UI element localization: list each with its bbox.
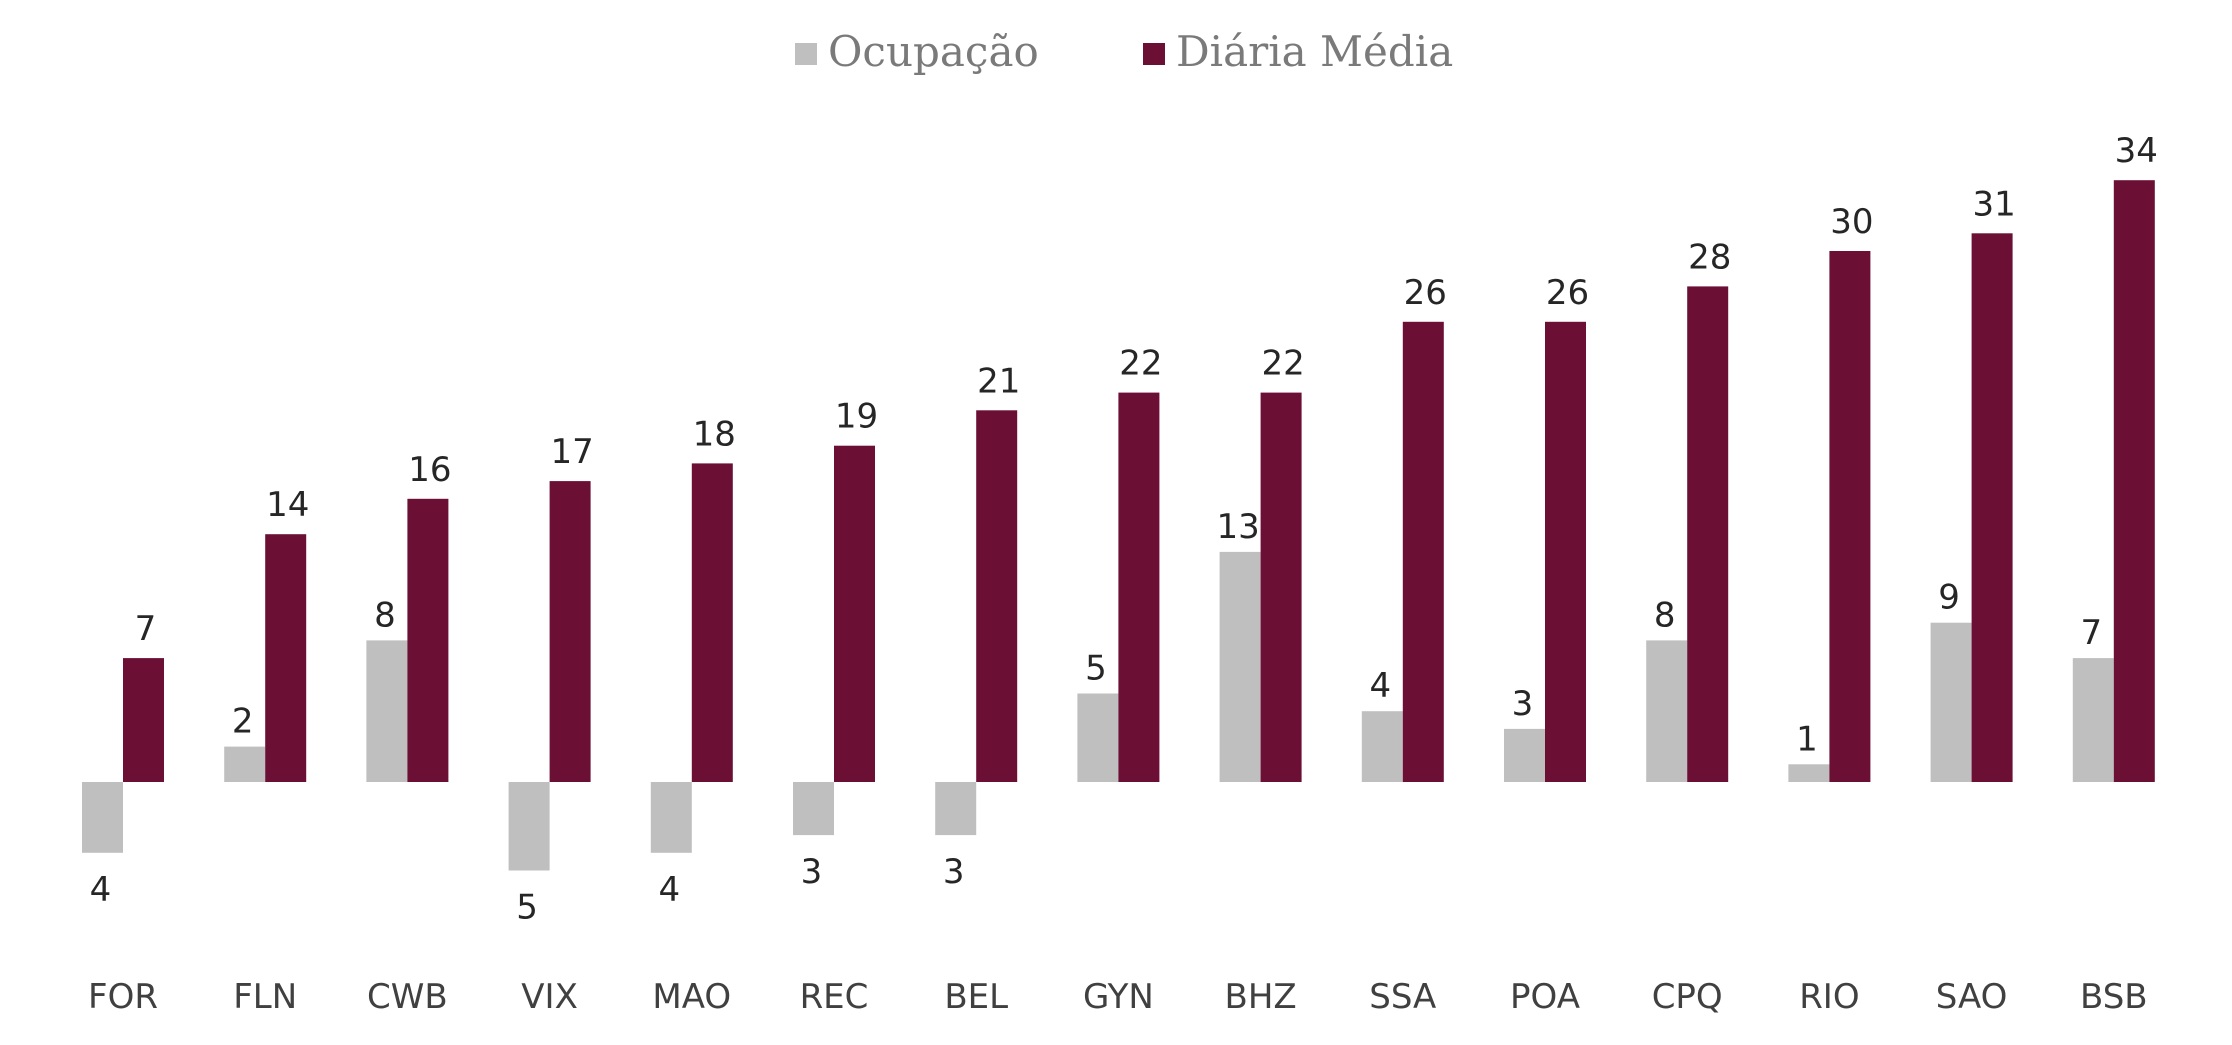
legend-swatch-ocupacao (795, 43, 817, 65)
data-label-diaria-media-bel: 21 (977, 361, 1020, 401)
x-tick-label-bel: BEL (944, 977, 1008, 1017)
x-tick-label-for: FOR (88, 977, 158, 1017)
bar-ocupacao-fln (224, 746, 266, 782)
x-tick-label-poa: POA (1510, 977, 1580, 1017)
bar-diaria-media-fln (265, 534, 307, 782)
data-label-diaria-media-fln: 14 (266, 485, 309, 525)
x-tick-label-vix: VIX (521, 977, 578, 1017)
x-tick-label-bhz: BHZ (1225, 977, 1297, 1017)
data-label-ocupacao-poa: 3 (1512, 684, 1534, 724)
data-label-diaria-media-gyn: 22 (1119, 344, 1162, 384)
x-tick-label-cwb: CWB (367, 977, 448, 1017)
bar-ocupacao-ssa (1361, 711, 1403, 782)
bar-diaria-media-vix (549, 481, 591, 782)
data-label-ocupacao-ssa: 4 (1369, 666, 1391, 706)
bar-diaria-media-cpq (1687, 286, 1729, 782)
bar-ocupacao-bsb (2072, 658, 2114, 782)
data-label-diaria-media-poa: 26 (1546, 273, 1589, 313)
bar-ocupacao-sao (1930, 622, 1972, 782)
bar-ocupacao-rio (1788, 764, 1830, 782)
data-label-diaria-media-vix: 17 (550, 432, 593, 472)
legend-label-diaria-media: Diária Média (1176, 27, 1453, 76)
bar-diaria-media-ssa (1402, 321, 1444, 782)
bar-diaria-media-for (123, 658, 164, 782)
x-tick-label-rio: RIO (1799, 977, 1859, 1017)
bar-diaria-media-sao (1971, 233, 2013, 783)
data-label-ocupacao-for: 4 (90, 870, 112, 910)
bar-ocupacao-cpq (1646, 640, 1688, 782)
x-tick-label-sao: SAO (1936, 977, 2008, 1017)
x-tick-label-cpq: CPQ (1652, 977, 1723, 1017)
data-label-diaria-media-bhz: 22 (1261, 344, 1304, 384)
bar-diaria-media-rio (1829, 251, 1871, 782)
x-tick-label-rec: REC (800, 977, 869, 1017)
data-label-ocupacao-rio: 1 (1796, 719, 1818, 759)
data-label-diaria-media-bsb: 34 (2115, 131, 2158, 171)
bar-ocupacao-mao (650, 782, 692, 853)
x-tick-label-fln: FLN (233, 977, 297, 1017)
bar-diaria-media-rec (834, 445, 875, 782)
data-label-ocupacao-bsb: 7 (2080, 613, 2102, 653)
data-label-diaria-media-mao: 18 (693, 414, 736, 454)
data-labels: 4 7 2 14 8 16 5 17 4 18 3 19 3 21 5 22 13 22 4 26 3 26 8 28 1 30 9… (90, 131, 2158, 927)
data-label-ocupacao-bhz: 13 (1216, 507, 1259, 547)
x-tick-label-bsb: BSB (2080, 977, 2148, 1017)
legend-label-ocupacao: Ocupação (828, 27, 1039, 76)
bar-diaria-media-bsb (2113, 180, 2155, 782)
bar-ocupacao-rec (793, 782, 834, 836)
bars (82, 180, 2155, 871)
legend: Ocupação Diária Média (795, 27, 1453, 76)
data-label-ocupacao-vix: 5 (516, 888, 538, 928)
bar-ocupacao-cwb (366, 640, 408, 782)
data-label-ocupacao-bel: 3 (943, 852, 965, 892)
bar-ocupacao-vix (508, 782, 550, 871)
bar-ocupacao-poa (1504, 728, 1545, 782)
bar-ocupacao-bhz (1219, 551, 1261, 782)
data-label-ocupacao-gyn: 5 (1085, 649, 1107, 689)
bar-diaria-media-bel (976, 410, 1018, 782)
data-label-ocupacao-cwb: 8 (374, 595, 396, 635)
bar-ocupacao-gyn (1077, 693, 1119, 782)
x-tick-label-ssa: SSA (1369, 977, 1436, 1017)
x-tick-label-mao: MAO (652, 977, 731, 1017)
data-label-ocupacao-sao: 9 (1938, 578, 1960, 618)
data-label-diaria-media-sao: 31 (1972, 184, 2015, 224)
data-label-ocupacao-mao: 4 (658, 870, 680, 910)
bar-ocupacao-bel (935, 782, 977, 836)
bar-ocupacao-for (82, 782, 123, 853)
data-label-ocupacao-fln: 2 (232, 702, 254, 742)
bar-diaria-media-gyn (1118, 392, 1160, 782)
data-label-ocupacao-rec: 3 (801, 852, 823, 892)
bar-diaria-media-cwb (407, 498, 449, 782)
data-label-diaria-media-rec: 19 (835, 397, 878, 437)
data-label-diaria-media-cpq: 28 (1688, 237, 1731, 277)
data-label-diaria-media-ssa: 26 (1404, 273, 1447, 313)
legend-swatch-diaria-media (1143, 43, 1165, 65)
data-label-diaria-media-for: 7 (135, 609, 157, 649)
bar-diaria-media-bhz (1260, 392, 1302, 782)
bar-diaria-media-mao (691, 463, 733, 782)
data-label-diaria-media-rio: 30 (1830, 202, 1873, 242)
x-axis-ticks: FOR FLN CWB VIX MAO REC BEL GYN BHZ SSA POA CPQ RIO S… (88, 977, 2148, 1017)
bar-diaria-media-poa (1545, 321, 1586, 782)
data-label-diaria-media-cwb: 16 (408, 450, 451, 490)
data-label-ocupacao-cpq: 8 (1654, 595, 1676, 635)
x-tick-label-gyn: GYN (1083, 977, 1154, 1017)
